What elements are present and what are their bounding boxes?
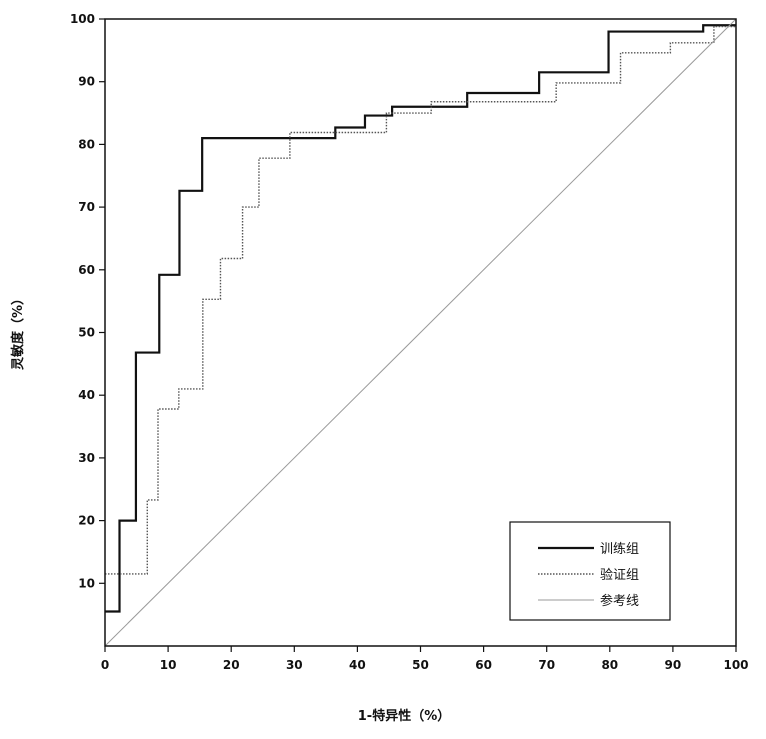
x-tick-label: 60 bbox=[475, 658, 492, 672]
y-tick-label: 30 bbox=[78, 451, 95, 465]
y-tick-label: 80 bbox=[78, 137, 95, 151]
x-tick-label: 40 bbox=[349, 658, 366, 672]
y-tick-label: 60 bbox=[78, 263, 95, 277]
x-axis-title: 1-特异性（%） bbox=[358, 708, 450, 724]
y-axis-title: 灵敏度（%） bbox=[10, 292, 26, 370]
x-tick-label: 0 bbox=[101, 658, 109, 672]
y-tick-label: 70 bbox=[78, 200, 95, 214]
series-line-3 bbox=[104, 18, 737, 647]
y-tick-label: 40 bbox=[78, 388, 95, 402]
x-tick-label: 10 bbox=[160, 658, 177, 672]
x-tick-label: 70 bbox=[538, 658, 555, 672]
series-line-1 bbox=[105, 24, 736, 613]
x-tick-label: 20 bbox=[223, 658, 240, 672]
y-tick-label: 90 bbox=[78, 75, 95, 89]
x-tick-label: 90 bbox=[665, 658, 682, 672]
legend-label-2: 验证组 bbox=[600, 567, 639, 583]
legend-label-1: 训练组 bbox=[600, 542, 639, 557]
x-tick-label: 80 bbox=[601, 658, 618, 672]
y-tick-label: 100 bbox=[70, 12, 95, 26]
x-tick-label: 50 bbox=[412, 658, 429, 672]
y-tick-label: 10 bbox=[78, 576, 95, 590]
legend-label-3: 参考线 bbox=[600, 593, 639, 609]
y-tick-label: 20 bbox=[78, 514, 95, 528]
series-line-2 bbox=[105, 25, 736, 575]
x-tick-label: 30 bbox=[286, 658, 303, 672]
legend-box bbox=[509, 521, 671, 621]
y-tick-label: 50 bbox=[78, 326, 95, 340]
x-tick-label: 100 bbox=[723, 658, 748, 672]
